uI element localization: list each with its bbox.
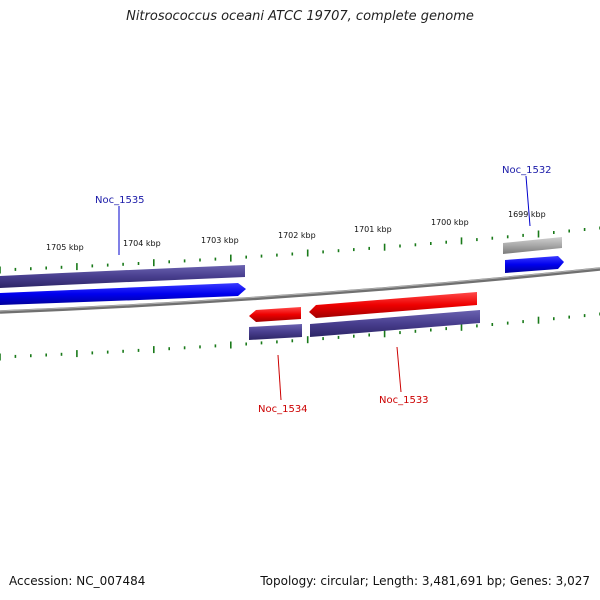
gene-label-noc1532[interactable]: Noc_1532 bbox=[502, 165, 552, 176]
gene-noc1533[interactable] bbox=[309, 292, 477, 318]
tick-label-1703: 1703 kbp bbox=[201, 236, 239, 245]
topology-text: Topology: circular; Length: 3,481,691 bp… bbox=[260, 574, 590, 588]
inner-tick-ruler bbox=[0, 312, 600, 361]
gene-noc1535[interactable] bbox=[0, 283, 246, 305]
outer-tick-ruler bbox=[0, 226, 600, 274]
gene-label-noc1535[interactable]: Noc_1535 bbox=[95, 195, 145, 206]
tick-label-1705: 1705 kbp bbox=[46, 243, 84, 252]
tick-label-1704: 1704 kbp bbox=[123, 239, 161, 248]
gene-noc1532[interactable] bbox=[505, 256, 564, 273]
leader-noc1532 bbox=[525, 175, 531, 227]
genome-backbone-highlight bbox=[0, 267, 600, 312]
cds-noc1534[interactable] bbox=[249, 324, 302, 340]
gene-noc1534[interactable] bbox=[249, 307, 301, 322]
map-title: Nitrosococcus oceani ATCC 19707, complet… bbox=[126, 9, 474, 24]
accession-text: Accession: NC_007484 bbox=[9, 574, 146, 588]
gene-label-noc1534[interactable]: Noc_1534 bbox=[258, 404, 308, 415]
cds-noc1533[interactable] bbox=[310, 310, 480, 337]
gene-label-noc1533[interactable]: Noc_1533 bbox=[379, 395, 429, 406]
tick-label-1701: 1701 kbp bbox=[354, 225, 392, 234]
tick-label-1699: 1699 kbp bbox=[508, 210, 546, 219]
tick-label-1700: 1700 kbp bbox=[431, 218, 469, 227]
genome-backbone bbox=[0, 267, 600, 314]
feature-noc1532-gray[interactable] bbox=[503, 237, 562, 254]
cds-noc1535[interactable] bbox=[0, 265, 245, 288]
leader-noc1534 bbox=[277, 354, 282, 401]
leader-noc1533 bbox=[396, 346, 402, 393]
tick-label-1702: 1702 kbp bbox=[278, 231, 316, 240]
